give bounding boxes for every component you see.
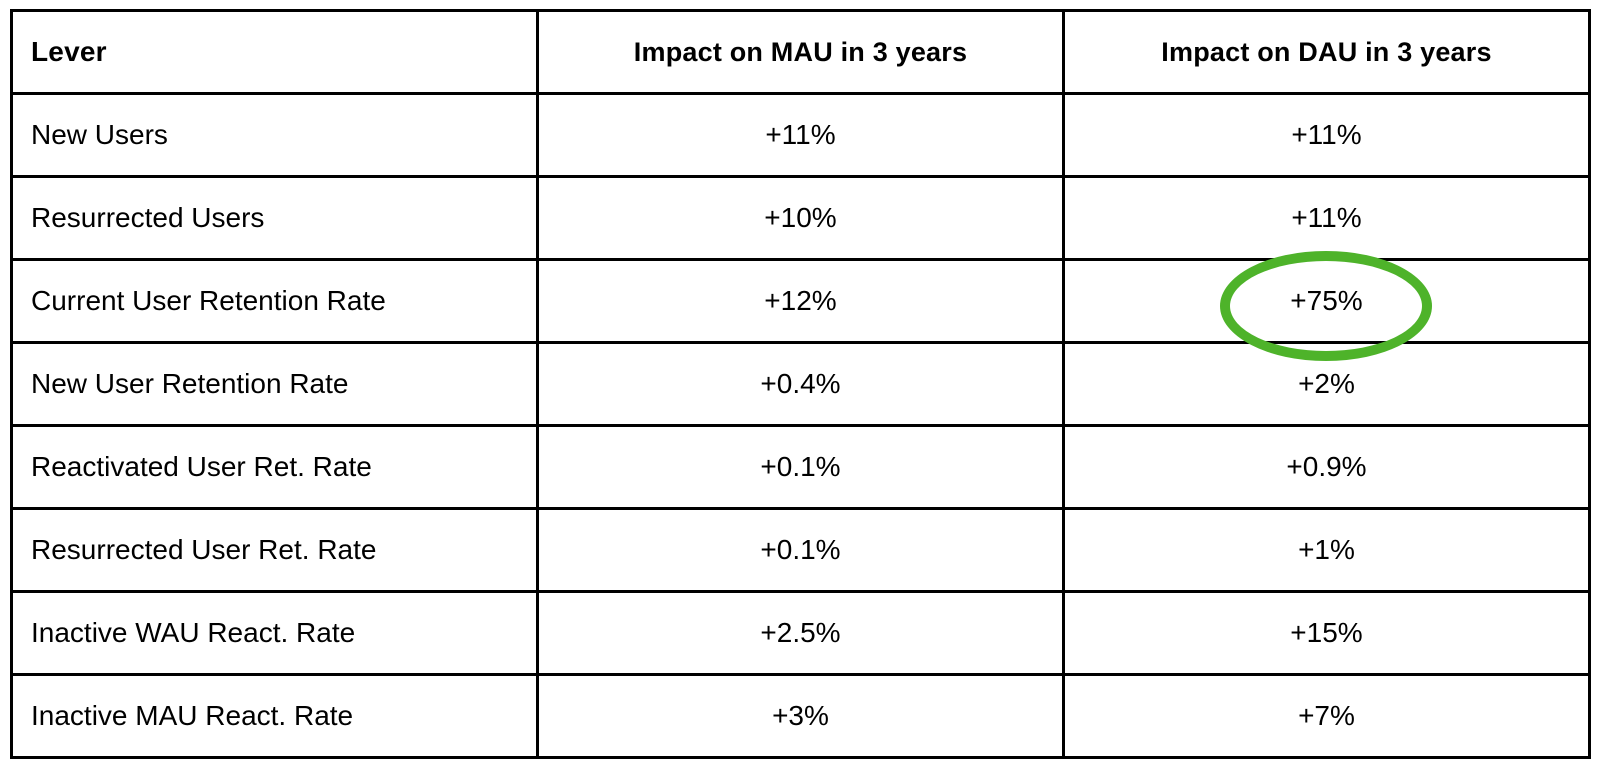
cell-dau-value: +7% (1062, 673, 1591, 759)
header-row: Lever Impact on MAU in 3 years Impact on… (10, 9, 1591, 95)
cell-mau-value: +0.4% (536, 341, 1065, 427)
lever-impact-table: Lever Impact on MAU in 3 years Impact on… (10, 9, 1591, 759)
cell-dau-value: +11% (1062, 92, 1591, 178)
table-row: Inactive WAU React. Rate +2.5% +15% (10, 590, 1591, 676)
cell-lever: Reactivated User Ret. Rate (10, 424, 539, 510)
cell-mau-value: +0.1% (536, 424, 1065, 510)
cell-lever: Current User Retention Rate (10, 258, 539, 344)
cell-mau-value: +0.1% (536, 507, 1065, 593)
cell-lever: Resurrected Users (10, 175, 539, 261)
cell-mau-value: +12% (536, 258, 1065, 344)
cell-lever: Inactive MAU React. Rate (10, 673, 539, 759)
header-mau-impact: Impact on MAU in 3 years (536, 9, 1065, 95)
header-dau-impact: Impact on DAU in 3 years (1062, 9, 1591, 95)
cell-lever: Inactive WAU React. Rate (10, 590, 539, 676)
cell-mau-value: +11% (536, 92, 1065, 178)
header-lever: Lever (10, 9, 539, 95)
cell-lever: New User Retention Rate (10, 341, 539, 427)
cell-mau-value: +2.5% (536, 590, 1065, 676)
table-row: Resurrected Users +10% +11% (10, 175, 1591, 261)
table-row: Current User Retention Rate +12% +75% (10, 258, 1591, 344)
cell-mau-value: +3% (536, 673, 1065, 759)
cell-mau-value: +10% (536, 175, 1065, 261)
cell-dau-value: +15% (1062, 590, 1591, 676)
table-row: Reactivated User Ret. Rate +0.1% +0.9% (10, 424, 1591, 510)
table-row: Inactive MAU React. Rate +3% +7% (10, 673, 1591, 759)
table-row: Resurrected User Ret. Rate +0.1% +1% (10, 507, 1591, 593)
cell-dau-value: +1% (1062, 507, 1591, 593)
cell-dau-value: +11% (1062, 175, 1591, 261)
cell-lever: Resurrected User Ret. Rate (10, 507, 539, 593)
cell-lever: New Users (10, 92, 539, 178)
table-row: New User Retention Rate +0.4% +2% (10, 341, 1591, 427)
cell-dau-value: +0.9% (1062, 424, 1591, 510)
cell-dau-value: +2% (1062, 341, 1591, 427)
table-row: New Users +11% +11% (10, 92, 1591, 178)
cell-dau-value-highlighted: +75% (1062, 258, 1591, 344)
